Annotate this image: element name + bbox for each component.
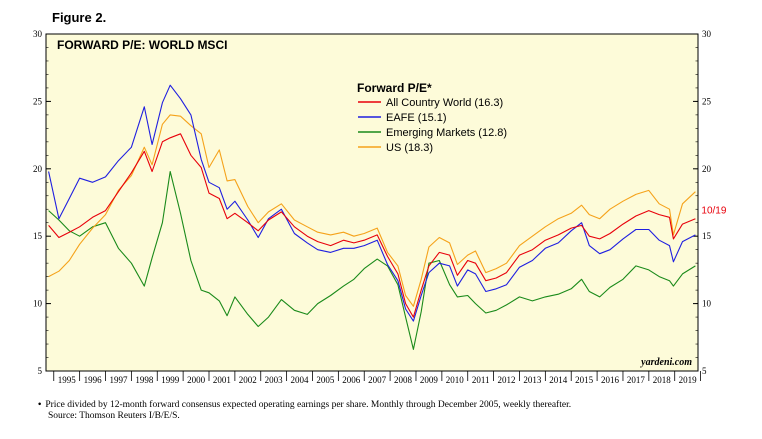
legend-label-0: All Country World (16.3) [386,97,503,109]
footnote-text: Price divided by 12-month forward consen… [45,400,572,410]
legend-label-1: EAFE (15.1) [386,112,447,124]
y-tick-label-left: 5 [38,366,43,376]
x-tick-label: 2008 [394,375,413,385]
x-tick-label: 2009 [420,375,439,385]
x-tick-label: 1998 [135,375,154,385]
legend-label-2: Emerging Markets (12.8) [386,127,507,139]
series-line-3 [48,114,696,307]
x-tick-label: 2006 [342,375,361,385]
chart-title: FORWARD P/E: WORLD MSCI [57,38,227,52]
x-tick-label: 2018 [653,375,672,385]
x-tick-label: 2011 [472,375,490,385]
x-tick-label: 2010 [446,375,465,385]
legend-label-3: US (18.3) [386,142,433,154]
x-tick-label: 2005 [316,375,335,385]
y-tick-label-right: 30 [702,29,712,39]
series-line-1 [48,84,696,322]
axes: 5 5 10 10 15 15 20 20 25 25 30 30 1995 1996 1997 1998 19… [33,29,712,385]
legend: Forward P/E* All Country World (16.3) EAF… [357,81,507,154]
x-tick-label: 2012 [498,375,516,385]
figure-label: Figure 2. [52,10,107,25]
y-tick-label-left: 20 [33,164,43,174]
footnote: • Price divided by 12-month forward conse… [38,400,571,422]
y-tick-label-right: 15 [702,231,712,241]
y-tick-label-right: 10 [702,299,712,309]
x-tick-label: 2003 [265,375,284,385]
x-tick-label: 1999 [161,375,180,385]
y-tick-label-left: 15 [33,231,43,241]
x-tick-label: 2013 [523,375,542,385]
x-tick-label: 2019 [679,375,698,385]
y-tick-label-right: 25 [702,96,712,106]
x-tick-label: 2002 [239,375,257,385]
x-tick-label: 2017 [627,375,646,385]
plot-area [45,33,699,372]
source-line: Source: Thomson Reuters I/B/E/S. [48,411,180,421]
x-tick-label: 2004 [291,375,310,385]
legend-title: Forward P/E* [357,81,432,95]
series-lines [48,84,696,350]
x-tick-label: 1997 [109,375,128,385]
footnote-bullet: • [38,400,42,410]
series-line-0 [48,133,696,318]
y-tick-label-left: 25 [33,96,43,106]
x-tick-label: 2016 [601,375,620,385]
y-tick-label-right: 20 [702,164,712,174]
x-tick-label: 2000 [187,375,206,385]
end-date-label: 10/19 [701,206,726,217]
x-tick-label: 1996 [84,375,103,385]
y-tick-label-left: 10 [33,299,43,309]
y-tick-label-left: 30 [33,29,43,39]
yardeni-watermark: yardeni.com [640,357,692,368]
x-tick-label: 2014 [549,375,568,385]
series-line-2 [48,170,696,350]
x-tick-label: 1995 [58,375,77,385]
x-tick-label: 2001 [213,375,231,385]
x-tick-label: 2015 [575,375,594,385]
y-tick-label-right: 5 [702,366,707,376]
x-tick-label: 2007 [368,375,387,385]
